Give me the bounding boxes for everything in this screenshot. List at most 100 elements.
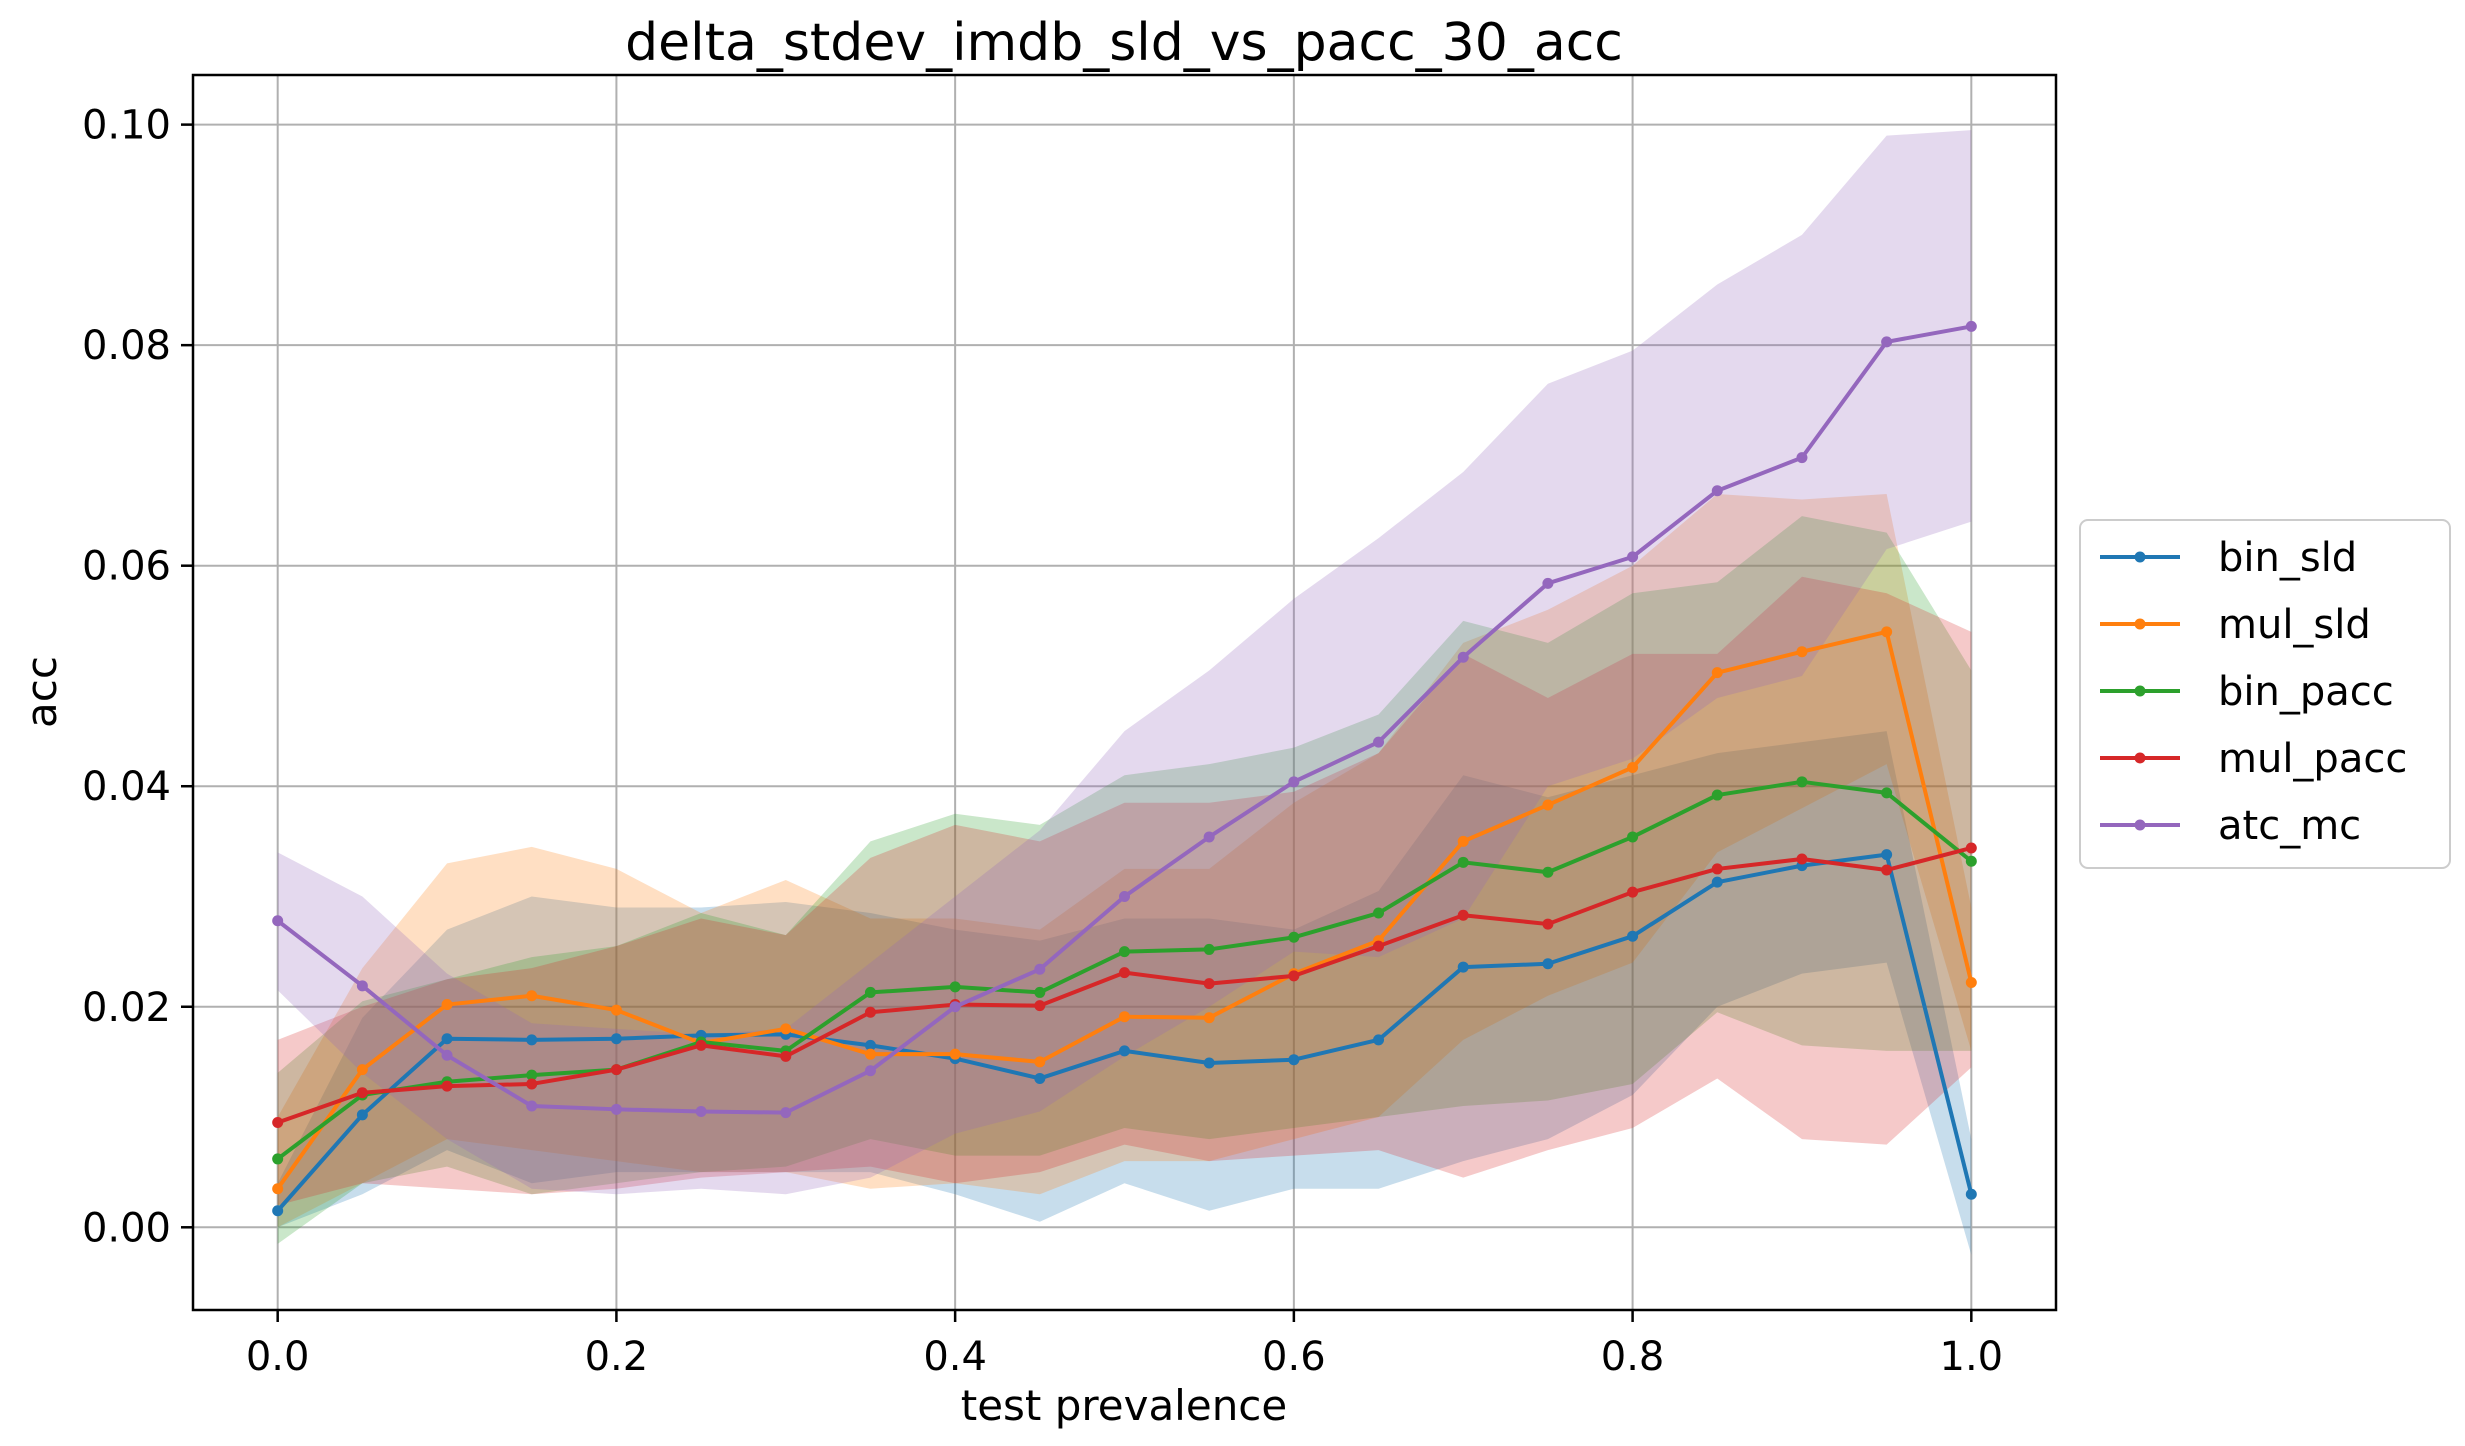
x-tick-label: 0.0 bbox=[246, 1334, 310, 1380]
band-bin-pacc bbox=[277, 516, 1972, 1244]
grid bbox=[193, 75, 2056, 1310]
x-tick-label: 0.8 bbox=[1601, 1334, 1665, 1380]
point-bin-pacc bbox=[1542, 866, 1554, 878]
chart-title: delta_stdev_imdb_sld_vs_pacc_30_acc bbox=[625, 13, 1623, 73]
point-mul-sld bbox=[1203, 1012, 1215, 1024]
point-mul-sld bbox=[1881, 626, 1893, 638]
point-mul-sld bbox=[272, 1183, 284, 1195]
series-bin-sld bbox=[272, 849, 1977, 1217]
point-atc-mc bbox=[1627, 551, 1639, 563]
legend-marker-mul-sld bbox=[2134, 618, 2146, 630]
point-mul-sld bbox=[949, 1048, 961, 1060]
legend: bin_sld mul_sld bin_pacc mul_pacc atc_mc bbox=[2079, 519, 2451, 869]
x-tick-label: 0.6 bbox=[1262, 1334, 1326, 1380]
point-bin-sld bbox=[1203, 1057, 1215, 1069]
point-bin-sld bbox=[1965, 1188, 1977, 1200]
legend-marker-mul-pacc bbox=[2134, 752, 2146, 764]
point-atc-mc bbox=[1965, 320, 1977, 332]
y-tick-label: 0.00 bbox=[82, 1205, 171, 1251]
legend-label-atc-mc: atc_mc bbox=[2218, 803, 2361, 849]
point-bin-sld bbox=[1373, 1034, 1385, 1046]
x-tick-label: 0.2 bbox=[585, 1334, 649, 1380]
point-mul-pacc bbox=[1203, 978, 1215, 990]
y-tick-label: 0.06 bbox=[82, 544, 171, 590]
y-axis-ticks: 0.00 0.02 0.04 0.06 0.08 0.10 bbox=[82, 103, 193, 1251]
point-mul-pacc bbox=[1373, 940, 1385, 952]
point-bin-pacc bbox=[1288, 931, 1300, 943]
point-atc-mc bbox=[1119, 890, 1130, 902]
legend-marker-bin-sld bbox=[2134, 551, 2146, 563]
point-bin-sld bbox=[1457, 961, 1469, 973]
legend-item-bin-sld: bin_sld bbox=[2100, 535, 2357, 581]
point-bin-sld bbox=[1542, 958, 1554, 970]
y-tick-label: 0.02 bbox=[82, 985, 171, 1031]
point-bin-pacc bbox=[1457, 856, 1469, 868]
point-atc-mc bbox=[864, 1065, 876, 1077]
point-bin-sld bbox=[864, 1039, 876, 1051]
point-bin-pacc bbox=[1119, 946, 1130, 958]
point-mul-pacc bbox=[356, 1087, 368, 1099]
series-atc-mc bbox=[272, 320, 1977, 1119]
x-axis-ticks: 0.0 0.2 0.4 0.6 0.8 1.0 bbox=[246, 1310, 2003, 1380]
y-tick-label: 0.04 bbox=[82, 764, 171, 810]
band-bin-sld bbox=[277, 731, 1972, 1255]
point-mul-sld bbox=[1627, 761, 1639, 773]
point-atc-mc bbox=[780, 1107, 792, 1119]
point-mul-pacc bbox=[1542, 918, 1554, 930]
point-bin-pacc bbox=[1881, 787, 1893, 799]
point-bin-sld bbox=[1119, 1045, 1130, 1057]
series-lines bbox=[272, 320, 1977, 1217]
point-mul-sld bbox=[1711, 667, 1723, 679]
point-atc-mc bbox=[949, 1001, 961, 1013]
point-mul-sld bbox=[1965, 977, 1977, 989]
point-mul-pacc bbox=[1034, 1000, 1046, 1012]
point-mul-pacc bbox=[272, 1117, 284, 1129]
point-bin-sld bbox=[1288, 1054, 1300, 1066]
point-mul-pacc bbox=[1119, 967, 1130, 979]
point-atc-mc bbox=[356, 980, 368, 992]
legend-label-bin-pacc: bin_pacc bbox=[2218, 669, 2394, 715]
point-atc-mc bbox=[1881, 336, 1893, 348]
point-bin-sld bbox=[1711, 876, 1723, 888]
point-bin-sld bbox=[356, 1109, 368, 1121]
plot-frame bbox=[191, 73, 2058, 1312]
point-mul-pacc bbox=[610, 1064, 622, 1076]
point-bin-sld bbox=[272, 1205, 284, 1217]
point-mul-pacc bbox=[1881, 864, 1893, 876]
point-bin-sld bbox=[610, 1033, 622, 1045]
legend-label-bin-sld: bin_sld bbox=[2218, 535, 2357, 581]
point-mul-sld bbox=[610, 1004, 622, 1016]
legend-frame bbox=[2079, 519, 2451, 869]
y-axis-label: acc bbox=[17, 656, 66, 728]
point-atc-mc bbox=[1034, 963, 1046, 975]
point-mul-pacc bbox=[1627, 886, 1639, 898]
point-bin-pacc bbox=[1373, 907, 1385, 919]
point-bin-pacc bbox=[1203, 943, 1215, 955]
point-mul-pacc bbox=[695, 1039, 707, 1051]
point-mul-pacc bbox=[780, 1050, 792, 1062]
point-atc-mc bbox=[441, 1049, 453, 1061]
point-mul-sld bbox=[441, 999, 453, 1011]
point-mul-pacc bbox=[1457, 909, 1469, 921]
legend-marker-bin-pacc bbox=[2134, 685, 2146, 697]
legend-item-bin-pacc: bin_pacc bbox=[2100, 669, 2394, 715]
point-atc-mc bbox=[1203, 831, 1215, 843]
point-atc-mc bbox=[272, 915, 284, 927]
point-bin-pacc bbox=[1627, 831, 1639, 843]
point-mul-pacc bbox=[1796, 853, 1808, 865]
point-mul-pacc bbox=[1288, 970, 1300, 982]
point-atc-mc bbox=[1457, 651, 1469, 663]
point-atc-mc bbox=[1288, 776, 1300, 788]
x-tick-label: 1.0 bbox=[1940, 1334, 2004, 1380]
point-bin-pacc bbox=[1711, 789, 1723, 801]
point-atc-mc bbox=[1711, 485, 1723, 497]
legend-item-atc-mc: atc_mc bbox=[2100, 803, 2361, 849]
point-atc-mc bbox=[1373, 736, 1385, 748]
x-axis-label: test prevalence bbox=[961, 1381, 1288, 1430]
point-mul-pacc bbox=[526, 1078, 538, 1090]
legend-label-mul-sld: mul_sld bbox=[2218, 602, 2371, 648]
point-bin-pacc bbox=[272, 1153, 284, 1165]
point-mul-sld bbox=[864, 1048, 876, 1060]
point-atc-mc bbox=[695, 1106, 707, 1118]
